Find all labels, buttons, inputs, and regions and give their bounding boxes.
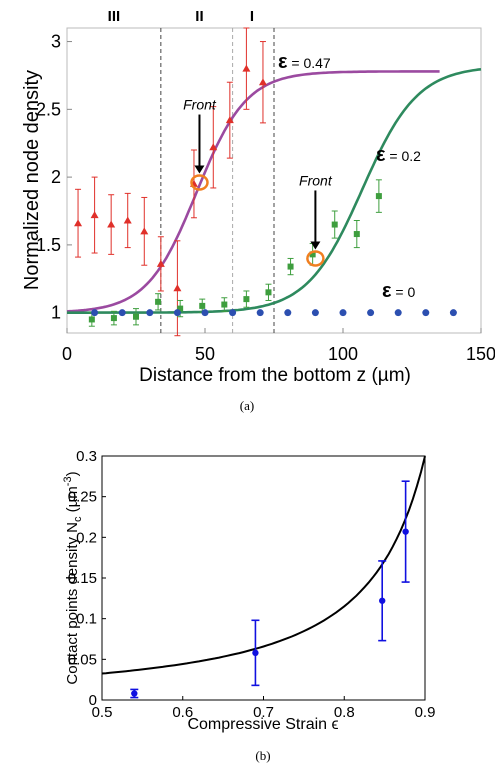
x-tick-label: 150 <box>466 344 495 364</box>
data-point-square <box>221 302 227 308</box>
series-label: ε = 0.2 <box>376 144 421 166</box>
data-point-circle <box>257 309 264 316</box>
y-tick-label: 1 <box>51 303 61 323</box>
data-point-square <box>89 316 95 322</box>
x-tick-label: 0 <box>62 344 72 364</box>
data-point-circle <box>91 309 98 316</box>
y-tick-label: 0.3 <box>76 448 97 465</box>
region-label: I <box>250 8 254 25</box>
data-point-square <box>288 264 294 270</box>
caption-b: (b) <box>255 748 270 763</box>
x-tick-label: 100 <box>328 344 358 364</box>
series-label: ε = 0 <box>382 280 415 302</box>
data-point-square <box>376 193 382 199</box>
data-point-triangle <box>140 227 148 234</box>
ylabel-b-main: Contact points density N <box>64 522 81 685</box>
data-point-triangle <box>259 78 267 85</box>
data-point-triangle <box>242 65 250 72</box>
data-point <box>379 598 385 604</box>
region-label: II <box>195 8 203 25</box>
data-point-square <box>354 231 360 237</box>
data-point-triangle <box>91 211 99 218</box>
data-point <box>402 528 408 534</box>
front-label: Front <box>299 172 333 188</box>
front-label: Front <box>183 97 217 113</box>
series-label: ε = 0.47 <box>278 51 331 73</box>
data-point-square <box>155 299 161 305</box>
caption-a: (a) <box>240 398 254 413</box>
data-point-circle <box>422 309 429 316</box>
data-point-circle <box>340 309 347 316</box>
plot-a-xlabel: Distance from the bottom z (µm) <box>139 365 411 386</box>
data-point-triangle <box>173 284 181 291</box>
data-point-circle <box>312 309 319 316</box>
data-point-circle <box>229 309 236 316</box>
data-point-square <box>111 315 117 321</box>
data-point-square <box>332 222 338 228</box>
front-arrowhead <box>194 166 204 174</box>
data-point-square <box>265 289 271 295</box>
data-point-circle <box>146 309 153 316</box>
y-tick-label: 2 <box>51 167 61 187</box>
data-point-circle <box>367 309 374 316</box>
plot-b-ylabel: Contact points density Nc (µm-3) <box>62 471 84 684</box>
x-tick-label: 50 <box>195 344 215 364</box>
plot-b-frame <box>102 456 425 700</box>
ylabel-b-unit: (µm <box>64 486 81 516</box>
plot-a-ylabel: Normalized node density <box>21 70 43 290</box>
y-tick-label: 0 <box>89 692 97 709</box>
data-point-circle <box>119 309 126 316</box>
ylabel-b-sup: -3 <box>62 476 74 486</box>
data-point-circle <box>202 309 209 316</box>
data-point-square <box>199 303 205 309</box>
data-point-triangle <box>124 216 132 223</box>
data-point-square <box>243 296 249 302</box>
fit-curve <box>102 456 425 673</box>
data-point-triangle <box>74 219 82 226</box>
data-point-circle <box>174 309 181 316</box>
data-point <box>131 690 137 696</box>
data-point-square <box>133 314 139 320</box>
data-point-circle <box>395 309 402 316</box>
region-label: III <box>108 8 121 25</box>
y-tick-label: 3 <box>51 32 61 52</box>
plot-b-xlabel: Compressive Strain ϵ <box>187 716 338 733</box>
ylabel-b-close: ) <box>64 471 81 476</box>
data-point-triangle <box>107 221 115 228</box>
fit-curve-series-0 <box>67 71 440 311</box>
panel-b: 0.5 0.6 0.7 0.8 0.9 00.050.10.150.20.250.3 C… <box>62 448 435 763</box>
data-point-circle <box>284 309 291 316</box>
data-point-circle <box>450 309 457 316</box>
front-arrowhead <box>310 241 320 249</box>
data-point <box>252 650 258 656</box>
x-tick-label: 0.9 <box>415 704 436 721</box>
